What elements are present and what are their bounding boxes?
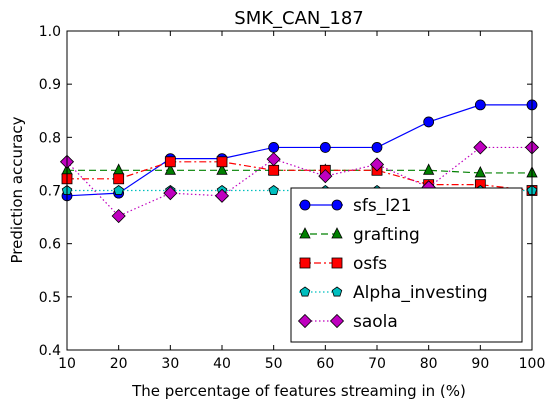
legend-marker — [331, 257, 343, 269]
plot-frame — [66, 30, 533, 351]
legend-marker — [299, 286, 311, 297]
legend-label: grafting — [353, 225, 420, 245]
y-tick-label: 0.8 — [39, 130, 61, 146]
y-tick-label: 0.6 — [39, 237, 61, 253]
data-point — [164, 156, 176, 168]
data-point — [371, 142, 383, 153]
y-axis: 0.4 0.5 0.6 0.7 0.8 0.9 1.0 — [39, 24, 532, 359]
x-tick-label: 80 — [420, 356, 438, 372]
x-tick-label: 40 — [213, 356, 231, 372]
legend-marker — [331, 199, 343, 211]
data-point — [216, 156, 228, 168]
series-line — [67, 161, 533, 192]
x-tick-label: 90 — [471, 356, 489, 372]
data-point — [164, 163, 176, 175]
series-line — [66, 104, 532, 197]
legend-marker — [299, 199, 311, 211]
x-tick-label: 20 — [110, 356, 128, 372]
x-tick-label: 70 — [368, 356, 386, 372]
x-tick-label: 10 — [58, 356, 76, 372]
y-tick-label: 0.4 — [39, 343, 61, 359]
legend-marker — [331, 227, 343, 239]
x-tick-label: 30 — [161, 356, 179, 372]
legend-item: sfs_l21 — [299, 196, 412, 216]
data-point — [423, 116, 435, 128]
data-point — [474, 166, 486, 178]
legend-item: Alpha_investing — [299, 283, 488, 303]
legend-item: osfs — [299, 254, 387, 274]
data-point — [163, 186, 178, 201]
legend-label: osfs — [353, 254, 387, 274]
data-point — [268, 142, 280, 153]
data-point — [216, 163, 228, 175]
legend-marker — [331, 286, 343, 297]
data-point — [319, 142, 331, 153]
legend-label: saola — [353, 312, 398, 332]
legend-label: Alpha_investing — [353, 283, 488, 303]
data-point — [423, 163, 435, 175]
data-point — [113, 185, 124, 195]
data-point — [268, 164, 280, 176]
data-point — [318, 169, 333, 184]
data-point — [113, 173, 125, 185]
x-tick-label: 60 — [316, 356, 334, 372]
x-tick-label: 50 — [265, 356, 283, 372]
legend-item: grafting — [299, 225, 420, 245]
data-point — [268, 185, 279, 195]
legend-marker — [299, 257, 311, 269]
data-point — [111, 208, 126, 224]
data-point — [369, 157, 385, 172]
data-point — [473, 140, 488, 155]
legend-label: sfs_l21 — [353, 196, 412, 216]
legend-item: saola — [297, 312, 398, 332]
x-tick-label: 100 — [519, 356, 546, 372]
y-tick-label: 0.7 — [39, 184, 61, 200]
data-point — [214, 188, 230, 203]
legend-marker — [329, 313, 345, 329]
legend-marker — [299, 227, 311, 239]
y-tick-label: 1.0 — [39, 24, 61, 40]
legend-marker — [297, 313, 313, 329]
y-axis-label: Prediction accuracy — [8, 116, 26, 263]
y-tick-label: 0.5 — [39, 290, 61, 306]
y-tick-label: 0.9 — [39, 77, 61, 93]
x-axis-label: The percentage of features streaming in … — [131, 382, 466, 400]
chart-title: SMK_CAN_187 — [234, 8, 363, 29]
x-axis: 10 20 30 40 50 60 70 80 90 100 — [58, 31, 545, 372]
data-point — [474, 99, 486, 111]
legend-box — [290, 187, 523, 343]
data-point — [266, 152, 281, 167]
